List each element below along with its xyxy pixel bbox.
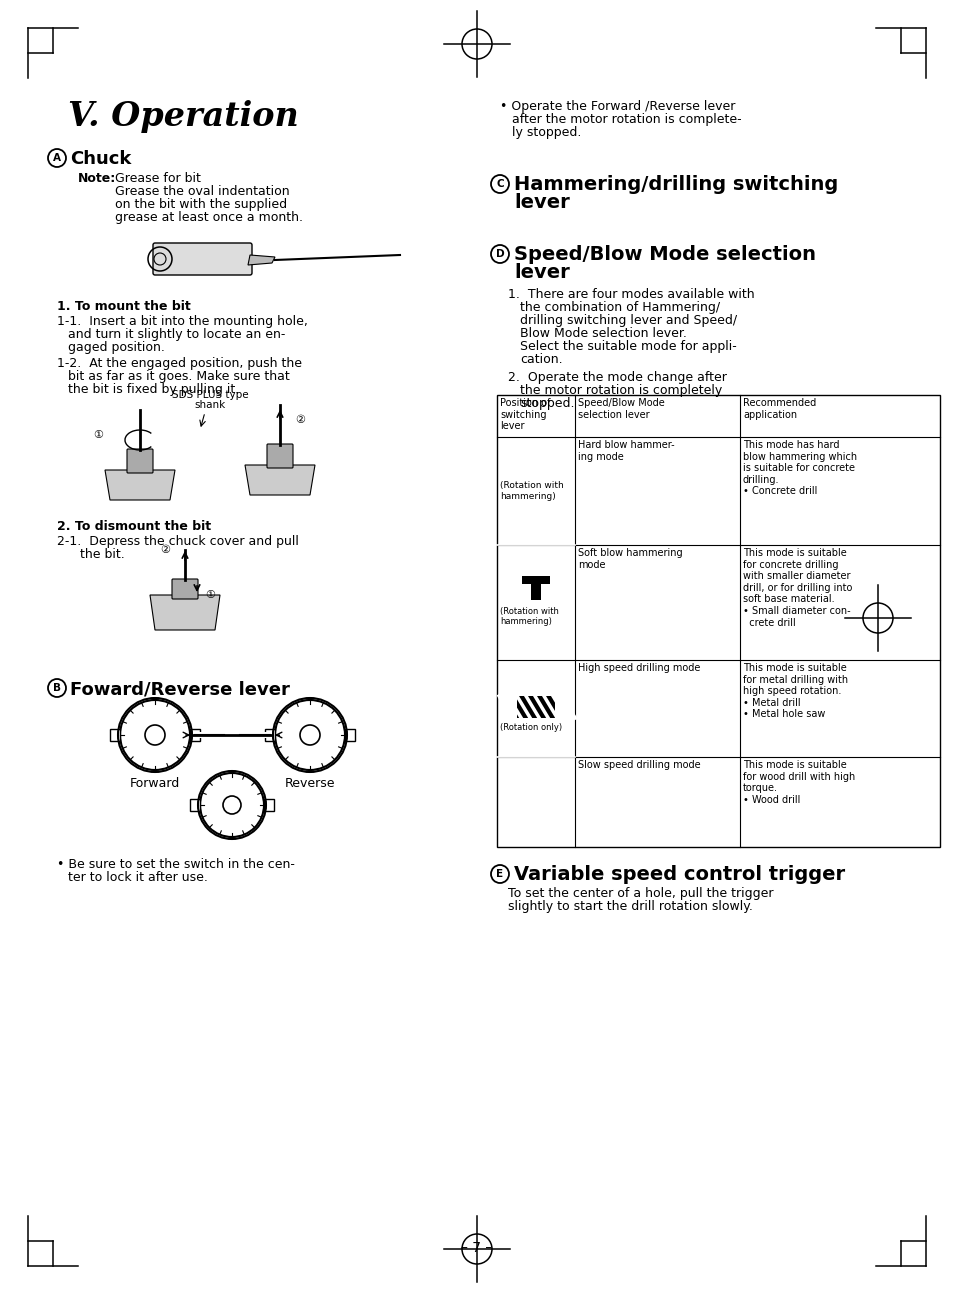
Text: 1-2.  At the engaged position, push the: 1-2. At the engaged position, push the — [57, 357, 302, 370]
Bar — [497, 395, 939, 848]
Text: ②: ② — [160, 545, 170, 555]
Text: This mode has hard
blow hammering which
is suitable for concrete
drilling.
• Con: This mode has hard blow hammering which … — [742, 440, 856, 497]
Text: SDS PLUS type: SDS PLUS type — [172, 389, 248, 400]
Text: ①: ① — [92, 430, 103, 440]
Text: (Rotation only): (Rotation only) — [499, 723, 561, 732]
Text: To set the center of a hole, pull the trigger: To set the center of a hole, pull the tr… — [507, 886, 773, 901]
Text: Recommended
application: Recommended application — [742, 399, 816, 419]
Text: 1. To mount the bit: 1. To mount the bit — [57, 300, 191, 313]
Text: drilling switching lever and Speed/: drilling switching lever and Speed/ — [519, 314, 737, 327]
Text: ②: ② — [294, 415, 305, 424]
Text: C: C — [496, 179, 503, 189]
Text: Grease for bit: Grease for bit — [115, 172, 201, 185]
Text: the motor rotation is completely: the motor rotation is completely — [519, 384, 721, 397]
Text: This mode is suitable
for wood drill with high
torque.
• Wood drill: This mode is suitable for wood drill wit… — [742, 760, 854, 805]
Polygon shape — [345, 729, 355, 741]
Polygon shape — [248, 255, 274, 265]
Text: Hard blow hammer-
ing mode: Hard blow hammer- ing mode — [578, 440, 674, 462]
FancyBboxPatch shape — [127, 449, 152, 474]
Text: stopped.: stopped. — [519, 397, 574, 410]
Text: 2.  Operate the mode change after: 2. Operate the mode change after — [507, 371, 726, 384]
Text: A: A — [53, 153, 61, 163]
Text: bit as far as it goes. Make sure that: bit as far as it goes. Make sure that — [68, 370, 290, 383]
Polygon shape — [517, 696, 555, 718]
Polygon shape — [190, 798, 200, 811]
Text: shank: shank — [194, 400, 226, 410]
Text: Speed/Blow Mode selection: Speed/Blow Mode selection — [514, 245, 815, 264]
Polygon shape — [521, 576, 550, 584]
Text: (Rotation with
hammering): (Rotation with hammering) — [499, 481, 563, 501]
Text: ter to lock it after use.: ter to lock it after use. — [68, 871, 208, 884]
Polygon shape — [150, 595, 220, 630]
Text: 1-1.  Insert a bit into the mounting hole,: 1-1. Insert a bit into the mounting hole… — [57, 314, 308, 327]
Polygon shape — [105, 470, 174, 499]
Polygon shape — [110, 729, 120, 741]
Text: 1.  There are four modes available with: 1. There are four modes available with — [507, 289, 754, 302]
Text: Chuck: Chuck — [70, 150, 132, 168]
Text: on the bit with the supplied: on the bit with the supplied — [115, 198, 287, 211]
Text: (Rotation with
hammering): (Rotation with hammering) — [499, 607, 558, 626]
Text: grease at least once a month.: grease at least once a month. — [115, 211, 303, 224]
Text: the bit is fixed by pulling it.: the bit is fixed by pulling it. — [68, 383, 239, 396]
Text: This mode is suitable
for metal drilling with
high speed rotation.
• Metal drill: This mode is suitable for metal drilling… — [742, 663, 847, 719]
Text: Grease the oval indentation: Grease the oval indentation — [115, 185, 290, 198]
FancyBboxPatch shape — [267, 444, 293, 468]
Text: Hammering/drilling switching: Hammering/drilling switching — [514, 175, 838, 194]
Text: gaged position.: gaged position. — [68, 342, 165, 355]
Text: 2. To dismount the bit: 2. To dismount the bit — [57, 520, 211, 533]
Text: 2-1.  Depress the chuck cover and pull: 2-1. Depress the chuck cover and pull — [57, 534, 298, 547]
Text: – 7 –: – 7 – — [461, 1241, 492, 1255]
Text: Speed/Blow Mode
selection lever: Speed/Blow Mode selection lever — [578, 399, 664, 419]
Polygon shape — [194, 732, 270, 738]
Text: This mode is suitable
for concrete drilling
with smaller diameter
drill, or for : This mode is suitable for concrete drill… — [742, 547, 851, 628]
Text: High speed drilling mode: High speed drilling mode — [578, 663, 700, 673]
Text: Soft blow hammering
mode: Soft blow hammering mode — [578, 547, 682, 569]
Text: Position of
switching
lever: Position of switching lever — [499, 399, 550, 431]
Text: ①: ① — [205, 590, 214, 600]
Text: Forward: Forward — [130, 776, 180, 791]
Polygon shape — [531, 584, 540, 600]
Text: Foward/Reverse lever: Foward/Reverse lever — [70, 681, 290, 697]
Text: Select the suitable mode for appli-: Select the suitable mode for appli- — [519, 340, 736, 353]
Text: Variable speed control trigger: Variable speed control trigger — [514, 864, 844, 884]
Text: after the motor rotation is complete-: after the motor rotation is complete- — [512, 113, 740, 126]
Text: Blow Mode selection lever.: Blow Mode selection lever. — [519, 327, 686, 340]
Text: ly stopped.: ly stopped. — [512, 126, 580, 138]
Text: the bit.: the bit. — [80, 547, 125, 562]
Text: lever: lever — [514, 263, 569, 282]
Text: • Operate the Forward /Reverse lever: • Operate the Forward /Reverse lever — [499, 100, 735, 113]
Text: E: E — [496, 870, 503, 879]
Text: • Be sure to set the switch in the cen-: • Be sure to set the switch in the cen- — [57, 858, 294, 871]
Text: lever: lever — [514, 193, 569, 212]
Text: Reverse: Reverse — [284, 776, 335, 791]
Text: cation.: cation. — [519, 353, 562, 366]
Text: the combination of Hammering/: the combination of Hammering/ — [519, 302, 720, 314]
Text: D: D — [496, 248, 504, 259]
Text: Slow speed drilling mode: Slow speed drilling mode — [578, 760, 700, 770]
Text: slightly to start the drill rotation slowly.: slightly to start the drill rotation slo… — [507, 901, 752, 914]
Text: B: B — [53, 683, 61, 694]
Text: Note:: Note: — [78, 172, 116, 185]
FancyBboxPatch shape — [172, 578, 198, 599]
Text: V. Operation: V. Operation — [68, 100, 298, 133]
Polygon shape — [190, 729, 200, 741]
FancyBboxPatch shape — [152, 243, 252, 276]
Polygon shape — [265, 729, 274, 741]
Text: and turn it slightly to locate an en-: and turn it slightly to locate an en- — [68, 327, 285, 342]
Polygon shape — [245, 465, 314, 496]
Polygon shape — [264, 798, 274, 811]
